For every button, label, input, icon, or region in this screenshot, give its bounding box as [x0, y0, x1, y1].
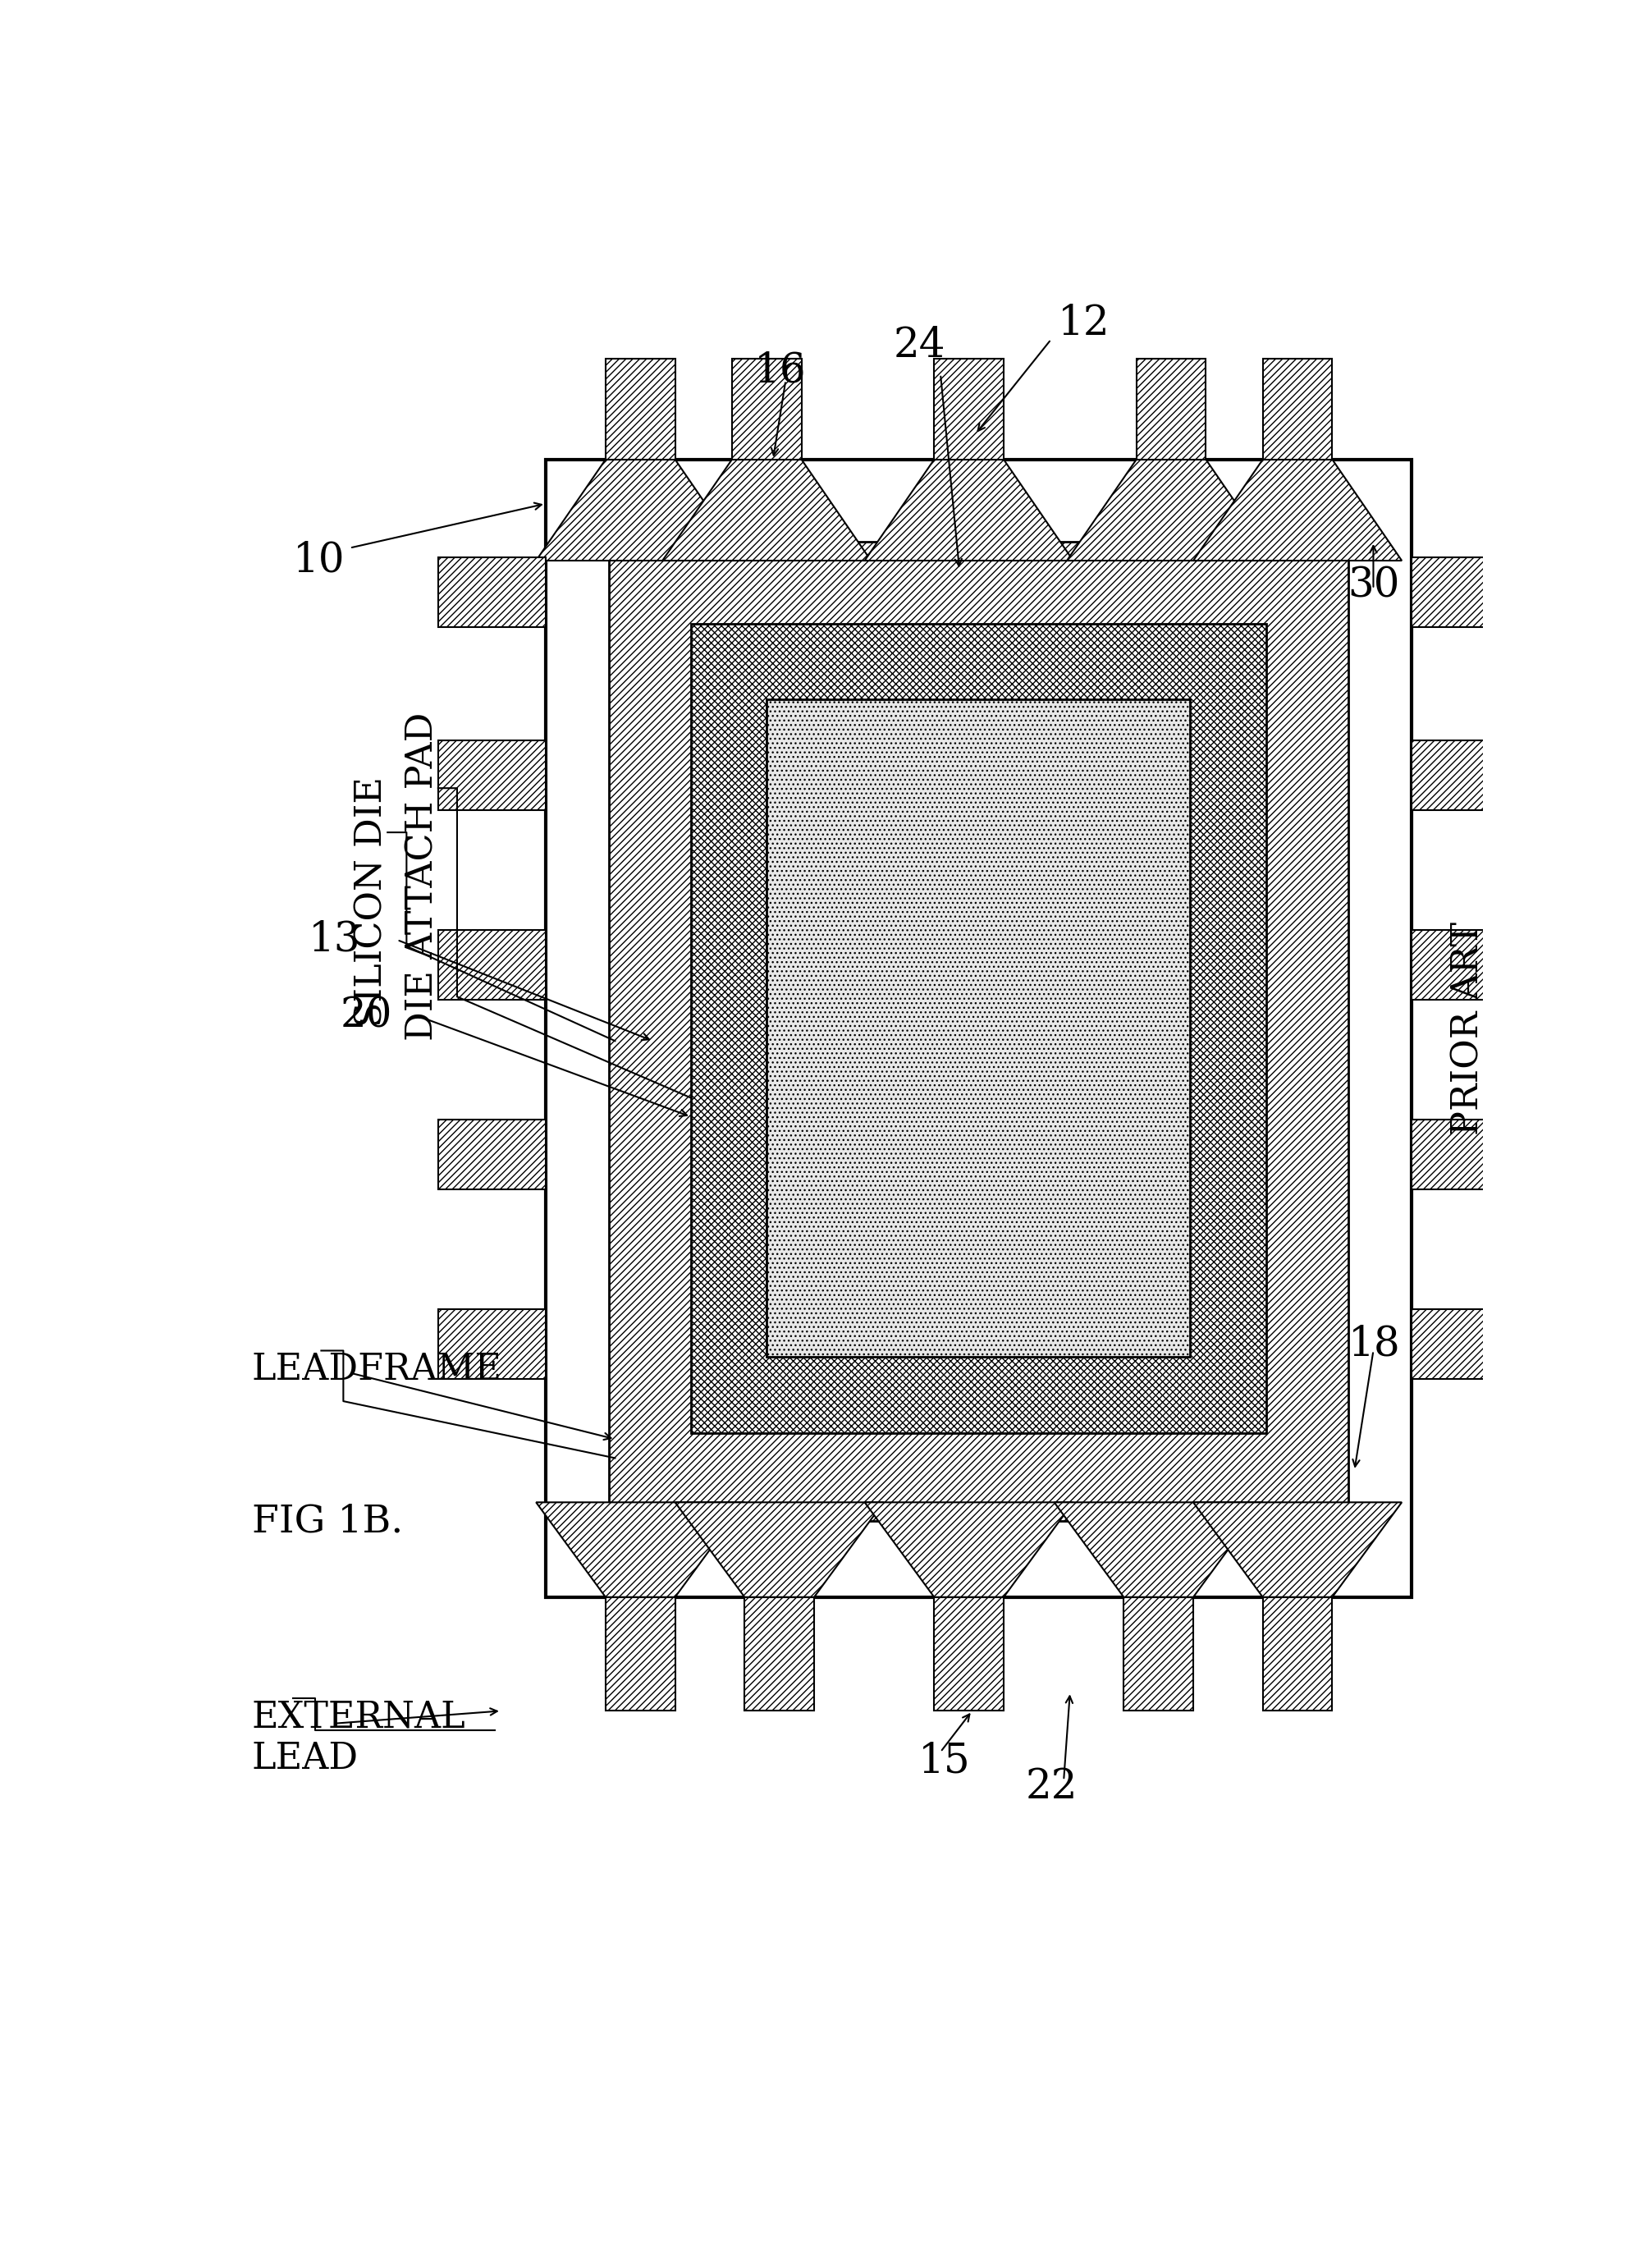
Bar: [933, 358, 1004, 459]
Polygon shape: [676, 1502, 884, 1597]
Polygon shape: [662, 459, 871, 560]
Bar: [933, 1597, 1004, 1711]
Text: 12: 12: [1057, 304, 1110, 344]
Bar: [438, 740, 545, 810]
Polygon shape: [864, 459, 1074, 560]
Bar: [545, 459, 1411, 1597]
Text: EXTERNAL: EXTERNAL: [251, 1700, 466, 1734]
Bar: [767, 699, 1189, 1356]
Bar: [1411, 558, 1518, 627]
Bar: [1411, 740, 1518, 810]
Bar: [1123, 1597, 1193, 1711]
Polygon shape: [535, 459, 745, 560]
Text: LEADFRAME: LEADFRAME: [251, 1352, 502, 1388]
Bar: [1262, 358, 1332, 459]
Bar: [438, 1309, 545, 1379]
Text: LEAD: LEAD: [251, 1741, 358, 1777]
Bar: [691, 623, 1265, 1433]
Text: DIE ATTACH PAD: DIE ATTACH PAD: [405, 713, 439, 1041]
Text: 10: 10: [292, 540, 345, 580]
Polygon shape: [1067, 459, 1275, 560]
Text: PRIOR ART: PRIOR ART: [1450, 922, 1485, 1136]
Polygon shape: [1193, 459, 1403, 560]
Text: 15: 15: [919, 1741, 971, 1781]
Text: 20: 20: [340, 996, 392, 1037]
Text: SILICON DIE: SILICON DIE: [354, 776, 390, 1028]
Bar: [1262, 1597, 1332, 1711]
Bar: [732, 358, 801, 459]
Bar: [606, 358, 676, 459]
Text: 22: 22: [1026, 1765, 1077, 1806]
Bar: [1411, 1120, 1518, 1190]
Bar: [606, 1597, 676, 1711]
Text: FIG 1B.: FIG 1B.: [251, 1502, 403, 1541]
Bar: [608, 542, 1348, 1520]
Text: 30: 30: [1348, 564, 1401, 607]
Bar: [1411, 1309, 1518, 1379]
Bar: [438, 1120, 545, 1190]
Polygon shape: [535, 1502, 745, 1597]
Bar: [1137, 358, 1206, 459]
Bar: [1411, 931, 1518, 1001]
Polygon shape: [1054, 1502, 1262, 1597]
Text: 24: 24: [894, 326, 945, 367]
Bar: [438, 558, 545, 627]
Text: 13: 13: [309, 920, 360, 960]
Text: 16: 16: [753, 351, 806, 391]
Bar: [438, 931, 545, 1001]
Text: 18: 18: [1348, 1325, 1401, 1365]
Polygon shape: [1193, 1502, 1403, 1597]
Polygon shape: [864, 1502, 1074, 1597]
Bar: [745, 1597, 814, 1711]
